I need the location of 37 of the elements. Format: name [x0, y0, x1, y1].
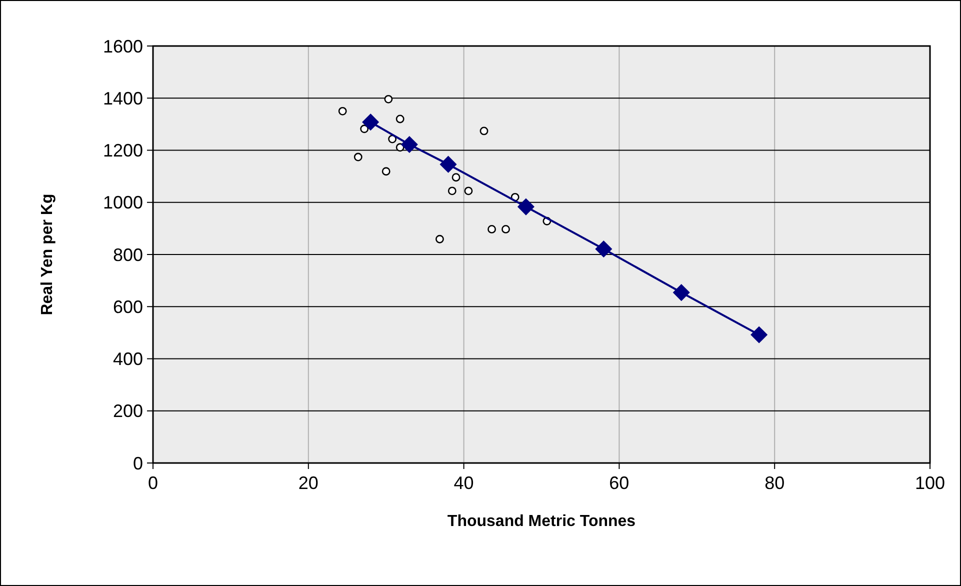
y-tick-label: 1200 [102, 140, 143, 161]
y-tick-label: 0 [132, 453, 143, 474]
x-tick-label: 20 [298, 473, 318, 493]
y-axis-title: Real Yen per Kg [39, 194, 56, 316]
y-tick-label: 400 [112, 349, 143, 370]
x-tick-label: 80 [764, 473, 785, 493]
y-tick-label: 1600 [102, 36, 143, 56]
point [440, 156, 457, 173]
point [360, 124, 369, 134]
y-tick-label: 1000 [102, 192, 143, 213]
x-tick-label: 60 [609, 473, 630, 493]
y-tick-label: 200 [112, 401, 143, 422]
point [750, 326, 768, 344]
point [362, 114, 379, 130]
x-tick-label: 0 [148, 473, 158, 493]
point [396, 114, 404, 124]
point [448, 186, 456, 196]
x-axis-title: Thousand Metric Tonnes [447, 513, 636, 530]
point [502, 225, 510, 234]
point [452, 173, 460, 182]
point [464, 186, 473, 196]
point [595, 240, 612, 258]
x-tick-label: 40 [454, 473, 474, 493]
y-tick-label: 800 [112, 244, 143, 265]
y-tick-label: 1400 [102, 88, 143, 108]
point [401, 136, 418, 153]
point [354, 152, 362, 162]
point [518, 198, 534, 216]
point [382, 167, 390, 176]
point [338, 106, 347, 116]
x-tick-label: 100 [914, 473, 946, 493]
point [435, 234, 444, 244]
y-tick-label: 600 [112, 296, 143, 317]
point [480, 126, 488, 136]
point [384, 94, 393, 104]
point [673, 284, 690, 301]
point [488, 225, 496, 234]
